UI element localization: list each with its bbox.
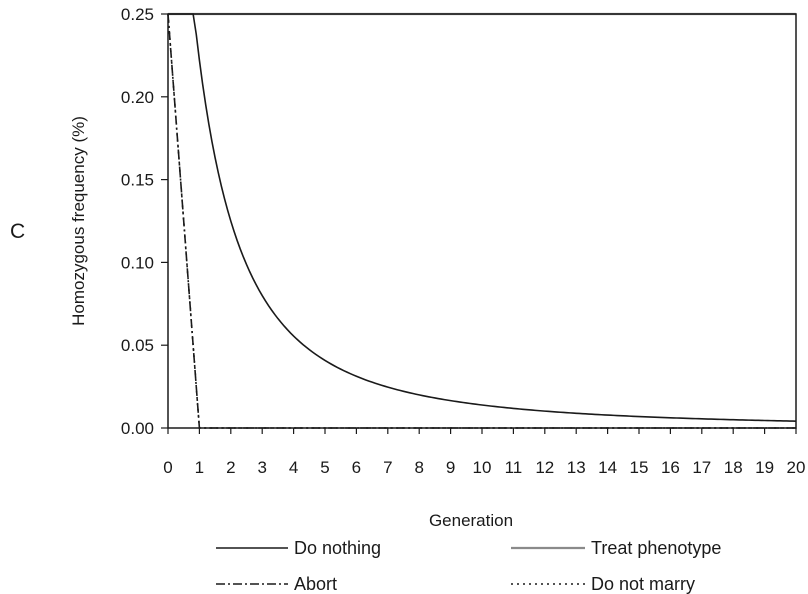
y-axis-title: Homozygous frequency (%) [69, 116, 88, 326]
panel-label: C [10, 220, 26, 243]
x-tick-label-2: 2 [226, 458, 235, 477]
y-tick-label-5: 0.25 [121, 5, 154, 24]
y-tick-label-0: 0.00 [121, 419, 154, 438]
x-tick-label-4: 4 [289, 458, 298, 477]
legend-label-do-nothing: Do nothing [294, 538, 381, 558]
x-tick-label-8: 8 [414, 458, 423, 477]
x-tick-label-20: 20 [787, 458, 806, 477]
y-tick-label-1: 0.05 [121, 336, 154, 355]
x-tick-label-17: 17 [692, 458, 711, 477]
series-line-do-not-marry [167, 13, 796, 429]
x-tick-label-18: 18 [724, 458, 743, 477]
y-tick-label-3: 0.15 [121, 171, 154, 190]
x-tick-label-3: 3 [257, 458, 266, 477]
x-axis: 0 1 2 3 4 5 6 7 8 9 10 11 12 13 14 15 16 17 18 19 20 [163, 428, 805, 477]
x-tick-label-12: 12 [535, 458, 554, 477]
x-tick-label-7: 7 [383, 458, 392, 477]
x-tick-label-13: 13 [567, 458, 586, 477]
legend: Do nothing Treat phenotype Abort Do not mar… [216, 538, 721, 594]
legend-label-treat-phenotype: Treat phenotype [591, 538, 721, 558]
series-layer [167, 12, 797, 429]
x-tick-label-5: 5 [320, 458, 329, 477]
y-tick-label-4: 0.20 [121, 88, 154, 107]
legend-label-abort: Abort [294, 574, 337, 594]
x-tick-label-15: 15 [630, 458, 649, 477]
x-tick-label-14: 14 [598, 458, 617, 477]
x-tick-label-16: 16 [661, 458, 680, 477]
x-tick-label-19: 19 [755, 458, 774, 477]
x-tick-label-6: 6 [352, 458, 361, 477]
x-axis-title: Generation [429, 511, 513, 530]
series-line-abort [167, 13, 796, 429]
x-tick-label-10: 10 [473, 458, 492, 477]
plot-frame [167, 13, 797, 429]
y-axis: 0.00 0.05 0.10 0.15 0.20 0.25 [121, 5, 168, 438]
y-tick-label-2: 0.10 [121, 253, 154, 272]
x-tick-label-0: 0 [163, 458, 172, 477]
legend-label-do-not-marry: Do not marry [591, 574, 695, 594]
x-tick-label-11: 11 [505, 458, 523, 477]
series-line-do-nothing [168, 13, 797, 422]
x-tick-label-1: 1 [195, 458, 204, 477]
x-tick-label-9: 9 [446, 458, 455, 477]
